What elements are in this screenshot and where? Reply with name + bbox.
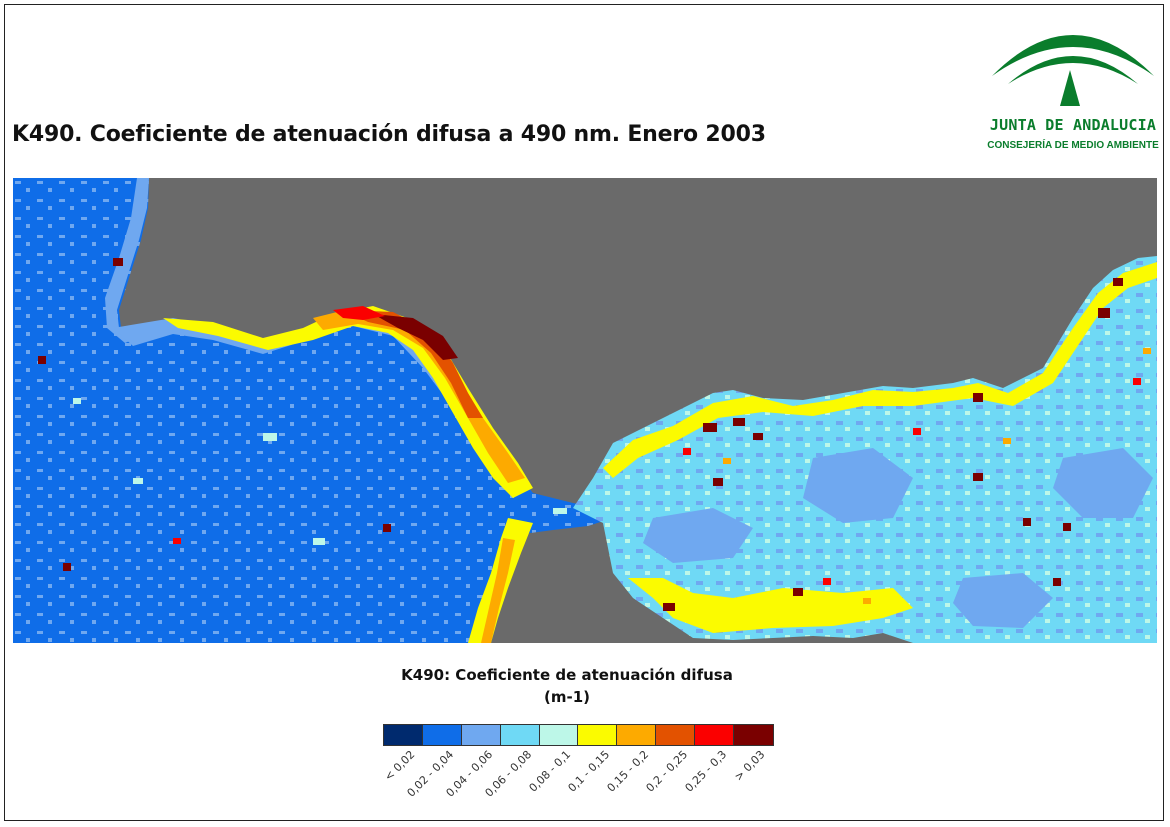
junta-andalucia-logo: JUNTA DE ANDALUCIA CONSEJERÍA DE MEDIO A… [984, 16, 1162, 160]
legend-label: 0,15 - 0,2 [604, 748, 652, 795]
legend-swatch [656, 725, 696, 745]
legend-label: 0,25 - 0,3 [682, 748, 729, 795]
legend-swatch [617, 725, 657, 745]
map-canvas [13, 178, 1157, 643]
legend-swatch [695, 725, 735, 745]
legend-swatch [384, 725, 423, 745]
k490-map [13, 178, 1157, 643]
legend-labels: < 0,02 0,02 - 0,04 0,04 - 0,06 0,06 - 0,08 0… [382, 748, 773, 818]
legend-swatch [461, 725, 501, 745]
atlantic-coastal-band [13, 178, 149, 343]
atlantic-ocean [13, 178, 613, 643]
legend-title-line2: (m-1) [543, 688, 590, 706]
legend-swatch [500, 725, 540, 745]
logo-name: JUNTA DE ANDALUCIA [989, 116, 1157, 134]
legend-label: > 0,03 [732, 748, 768, 784]
legend-swatch [578, 725, 618, 745]
legend-title: K490: Coeficiente de atenuación difusa (… [300, 664, 834, 708]
legend-swatch [734, 725, 773, 745]
page-title: K490. Coeficiente de atenuación difusa a… [12, 122, 766, 147]
logo-subtitle: CONSEJERÍA DE MEDIO AMBIENTE [987, 140, 1159, 151]
legend-swatch [422, 725, 462, 745]
legend-label: < 0,02 [382, 748, 418, 784]
legend-title-line1: K490: Coeficiente de atenuación difusa [401, 666, 733, 684]
legend-swatch [539, 725, 579, 745]
legend-label: 0,1 - 0,15 [565, 748, 613, 795]
legend-color-bar [383, 724, 774, 746]
legend-label: 0,2 - 0,25 [643, 748, 690, 795]
legend-label: 0,08 - 0,1 [526, 748, 574, 795]
logo-emblem-icon [992, 35, 1154, 106]
